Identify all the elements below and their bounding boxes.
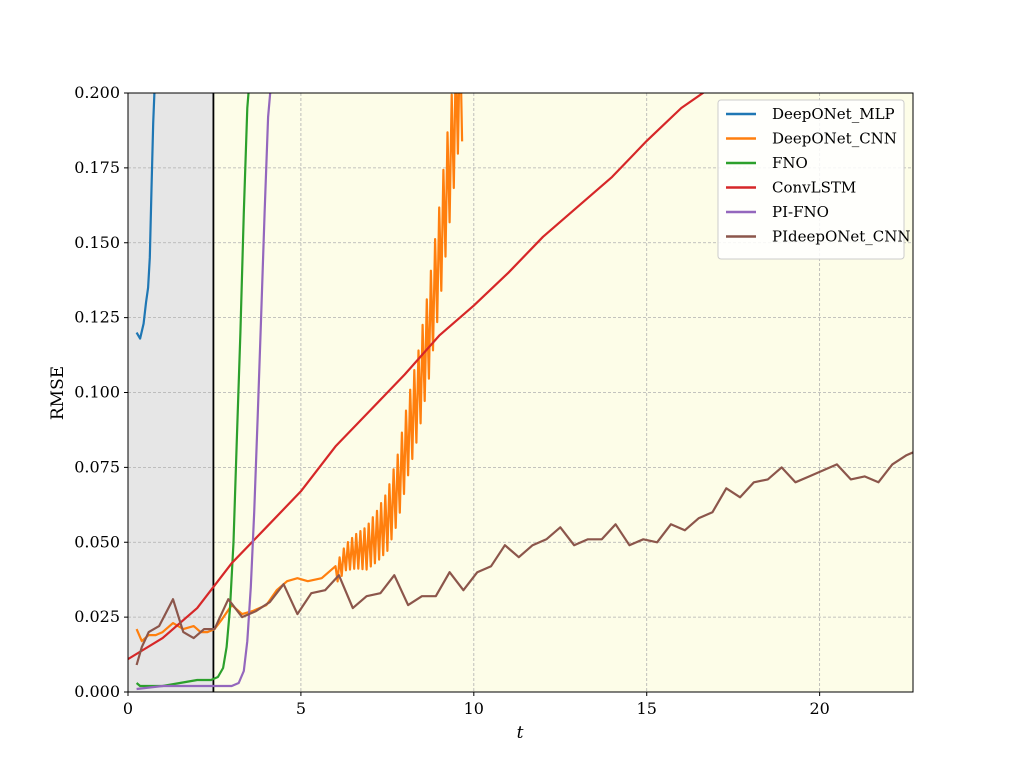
x-tick-label: 20 — [809, 699, 829, 718]
legend: DeepONet_MLP DeepONet_CNN FNO ConvLSTM PI-FN… — [717, 99, 911, 260]
y-tick-label: 0.025 — [74, 607, 120, 626]
x-tick-label: 0 — [123, 699, 133, 718]
legend-box — [717, 99, 905, 260]
x-tick-label: 15 — [637, 699, 657, 718]
series-line-deeponet-mlp — [135, 93, 156, 340]
y-tick-label: 0.000 — [74, 682, 120, 701]
series-lines — [128, 93, 913, 691]
series-line-pideeponet-cnn — [135, 451, 913, 666]
y-tick-label: 0.125 — [74, 308, 120, 327]
y-tick-label: 0.175 — [74, 158, 120, 177]
x-tick-label: 5 — [296, 699, 306, 718]
y-axis-ticks: 0.000 0.025 0.050 0.075 0.100 0.125 0.150 0.175… — [74, 83, 128, 701]
legend-label: PI-FNO — [772, 203, 829, 221]
y-tick-label: 0.075 — [74, 457, 120, 476]
legend-label: DeepONet_CNN — [772, 130, 897, 148]
y-axis-label: RMSE — [48, 366, 68, 420]
legend-label: PIdeepONet_CNN — [772, 228, 911, 246]
legend-label: FNO — [772, 154, 808, 172]
x-axis-label: t — [517, 723, 524, 743]
y-tick-label: 0.200 — [74, 83, 120, 102]
series-line-convlstm — [128, 93, 705, 661]
x-axis-ticks: 0 5 10 15 20 — [123, 692, 830, 718]
x-tick-label: 10 — [464, 699, 484, 718]
y-tick-label: 0.150 — [74, 233, 120, 252]
y-tick-label: 0.100 — [74, 383, 120, 402]
y-tick-label: 0.050 — [74, 532, 120, 551]
legend-label: DeepONet_MLP — [772, 105, 895, 123]
legend-label: ConvLSTM — [772, 179, 856, 197]
